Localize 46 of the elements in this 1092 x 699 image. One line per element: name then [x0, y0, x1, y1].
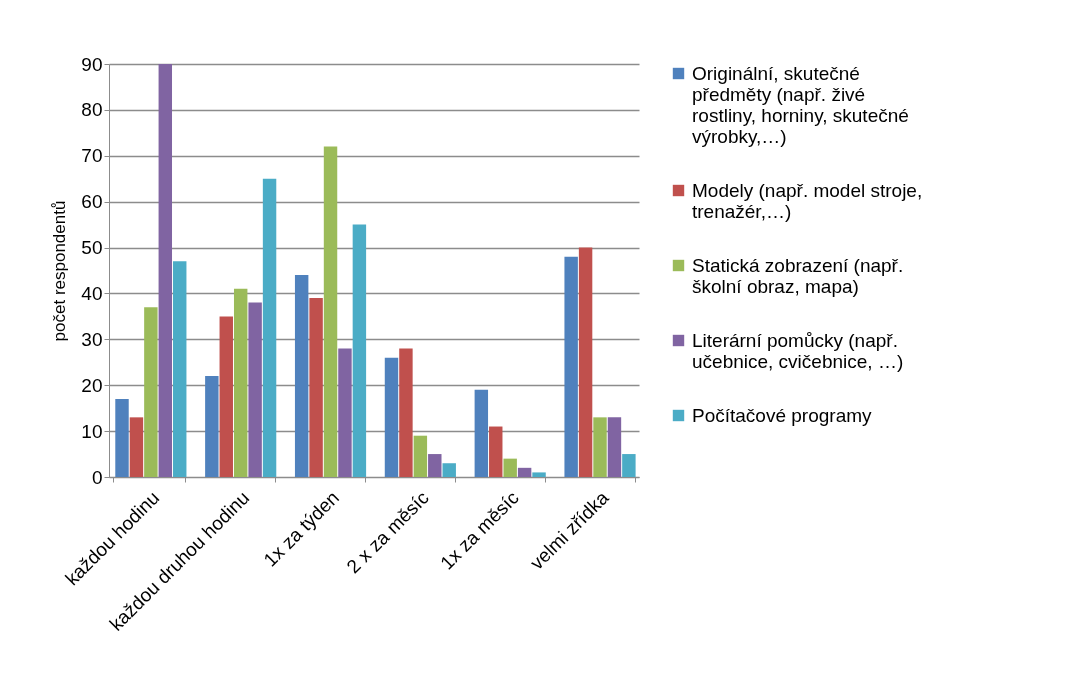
y-tick-label: 50	[81, 237, 103, 259]
y-tick-label: 80	[81, 99, 103, 121]
legend-label: Počítačové programy	[692, 404, 873, 426]
bar	[578, 247, 593, 477]
bar	[413, 435, 428, 477]
bar	[233, 288, 248, 477]
y-tick-label: 60	[81, 191, 103, 213]
y-tick-label: 10	[81, 420, 103, 442]
legend-label: Modely (např. model stroje, trenažér,…)	[692, 179, 923, 222]
bar	[399, 348, 413, 477]
bar	[309, 298, 323, 477]
bar	[219, 316, 233, 477]
y-tick-label: 20	[81, 374, 103, 396]
bar	[503, 458, 517, 477]
legend-label: Statická zobrazení (např. školní obraz, mapa)	[692, 254, 904, 297]
bar	[593, 417, 607, 477]
bar	[622, 454, 636, 477]
bar	[262, 178, 277, 477]
bar	[248, 302, 262, 477]
bar	[428, 454, 442, 477]
legend-label: Originální, skutečné předměty (např. živé rostliny, horniny, skutečné výrobky,…)	[692, 62, 909, 147]
bar	[158, 64, 173, 477]
bar	[474, 389, 489, 477]
bar	[115, 398, 129, 477]
bar	[323, 146, 338, 477]
y-tick-label: 30	[81, 328, 103, 350]
legend-label: Literární pomůcky (např. učebnice, cvičebnice, …)	[692, 329, 904, 372]
bar	[144, 307, 158, 477]
y-axis-title: počet respondentů	[50, 200, 70, 342]
bar	[384, 357, 399, 477]
y-tick-label: 0	[91, 466, 103, 488]
bar	[442, 463, 456, 477]
y-tick-label: 90	[81, 53, 103, 75]
bar	[205, 376, 219, 477]
bar	[294, 275, 309, 477]
bar	[173, 261, 187, 477]
y-tick-label: 70	[81, 145, 103, 167]
bar	[352, 224, 367, 477]
bar	[489, 426, 503, 477]
bar	[338, 348, 352, 477]
bar	[564, 256, 578, 477]
bar	[129, 417, 144, 477]
bar	[517, 467, 532, 477]
bar	[532, 472, 546, 477]
bar	[607, 417, 622, 477]
y-tick-label: 40	[81, 282, 103, 304]
